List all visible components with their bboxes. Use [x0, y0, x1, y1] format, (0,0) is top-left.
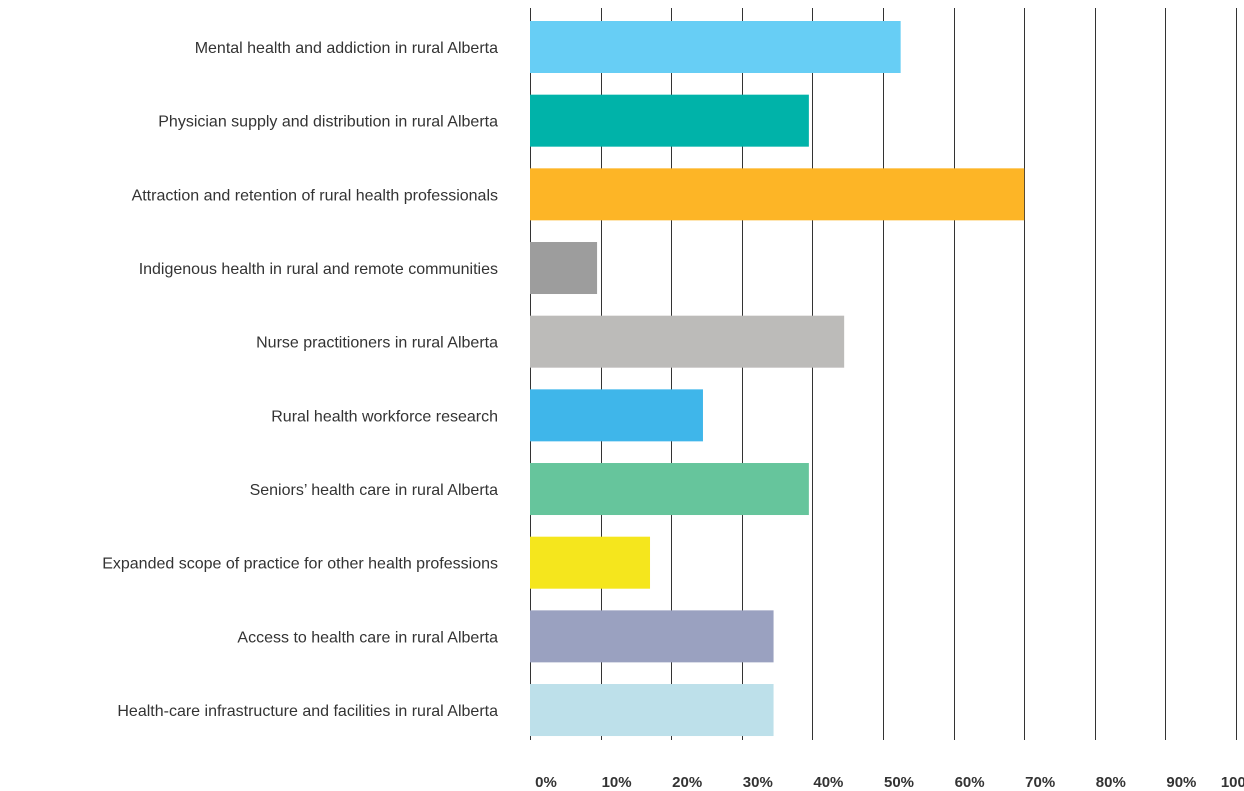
category-label: Access to health care in rural Alberta [237, 629, 498, 646]
category-label: Seniors’ health care in rural Alberta [250, 482, 499, 499]
category-label: Health-care infrastructure and facilitie… [117, 703, 498, 720]
x-tick-label: 10% [602, 774, 632, 791]
x-tick-label: 50% [884, 774, 914, 791]
bar [530, 315, 845, 368]
bar [530, 94, 809, 147]
x-tick-label: 20% [672, 774, 702, 791]
x-tick-label: 90% [1166, 774, 1196, 791]
bar [530, 536, 651, 589]
bars [530, 21, 1025, 737]
x-axis-tick-labels: 0% 10% 20% 30% 40% 50% 60% 70% 80% 90% 100% [535, 774, 1244, 791]
x-tick-label: 80% [1096, 774, 1126, 791]
x-tick-label: 60% [955, 774, 985, 791]
bar [530, 21, 901, 73]
category-label: Rural health workforce research [271, 408, 498, 425]
category-label: Attraction and retention of rural health… [132, 187, 498, 204]
bar [530, 463, 809, 516]
bar [530, 684, 774, 737]
category-label: Mental health and addiction in rural Alb… [195, 40, 498, 57]
x-tick-label: 0% [535, 774, 557, 791]
category-label: Nurse practitioners in rural Alberta [256, 335, 498, 352]
category-label: Indigenous health in rural and remote co… [139, 261, 498, 278]
category-label: Physician supply and distribution in rur… [158, 114, 498, 131]
bar [530, 168, 1025, 221]
category-labels: Mental health and addiction in rural Alb… [102, 40, 498, 720]
bar [530, 389, 703, 442]
x-tick-label: 30% [743, 774, 773, 791]
x-tick-label: 100% [1221, 774, 1244, 791]
x-tick-label: 40% [813, 774, 843, 791]
x-tick-label: 70% [1025, 774, 1055, 791]
category-label: Expanded scope of practice for other hea… [102, 556, 498, 573]
bar [530, 242, 598, 295]
bar [530, 610, 774, 663]
